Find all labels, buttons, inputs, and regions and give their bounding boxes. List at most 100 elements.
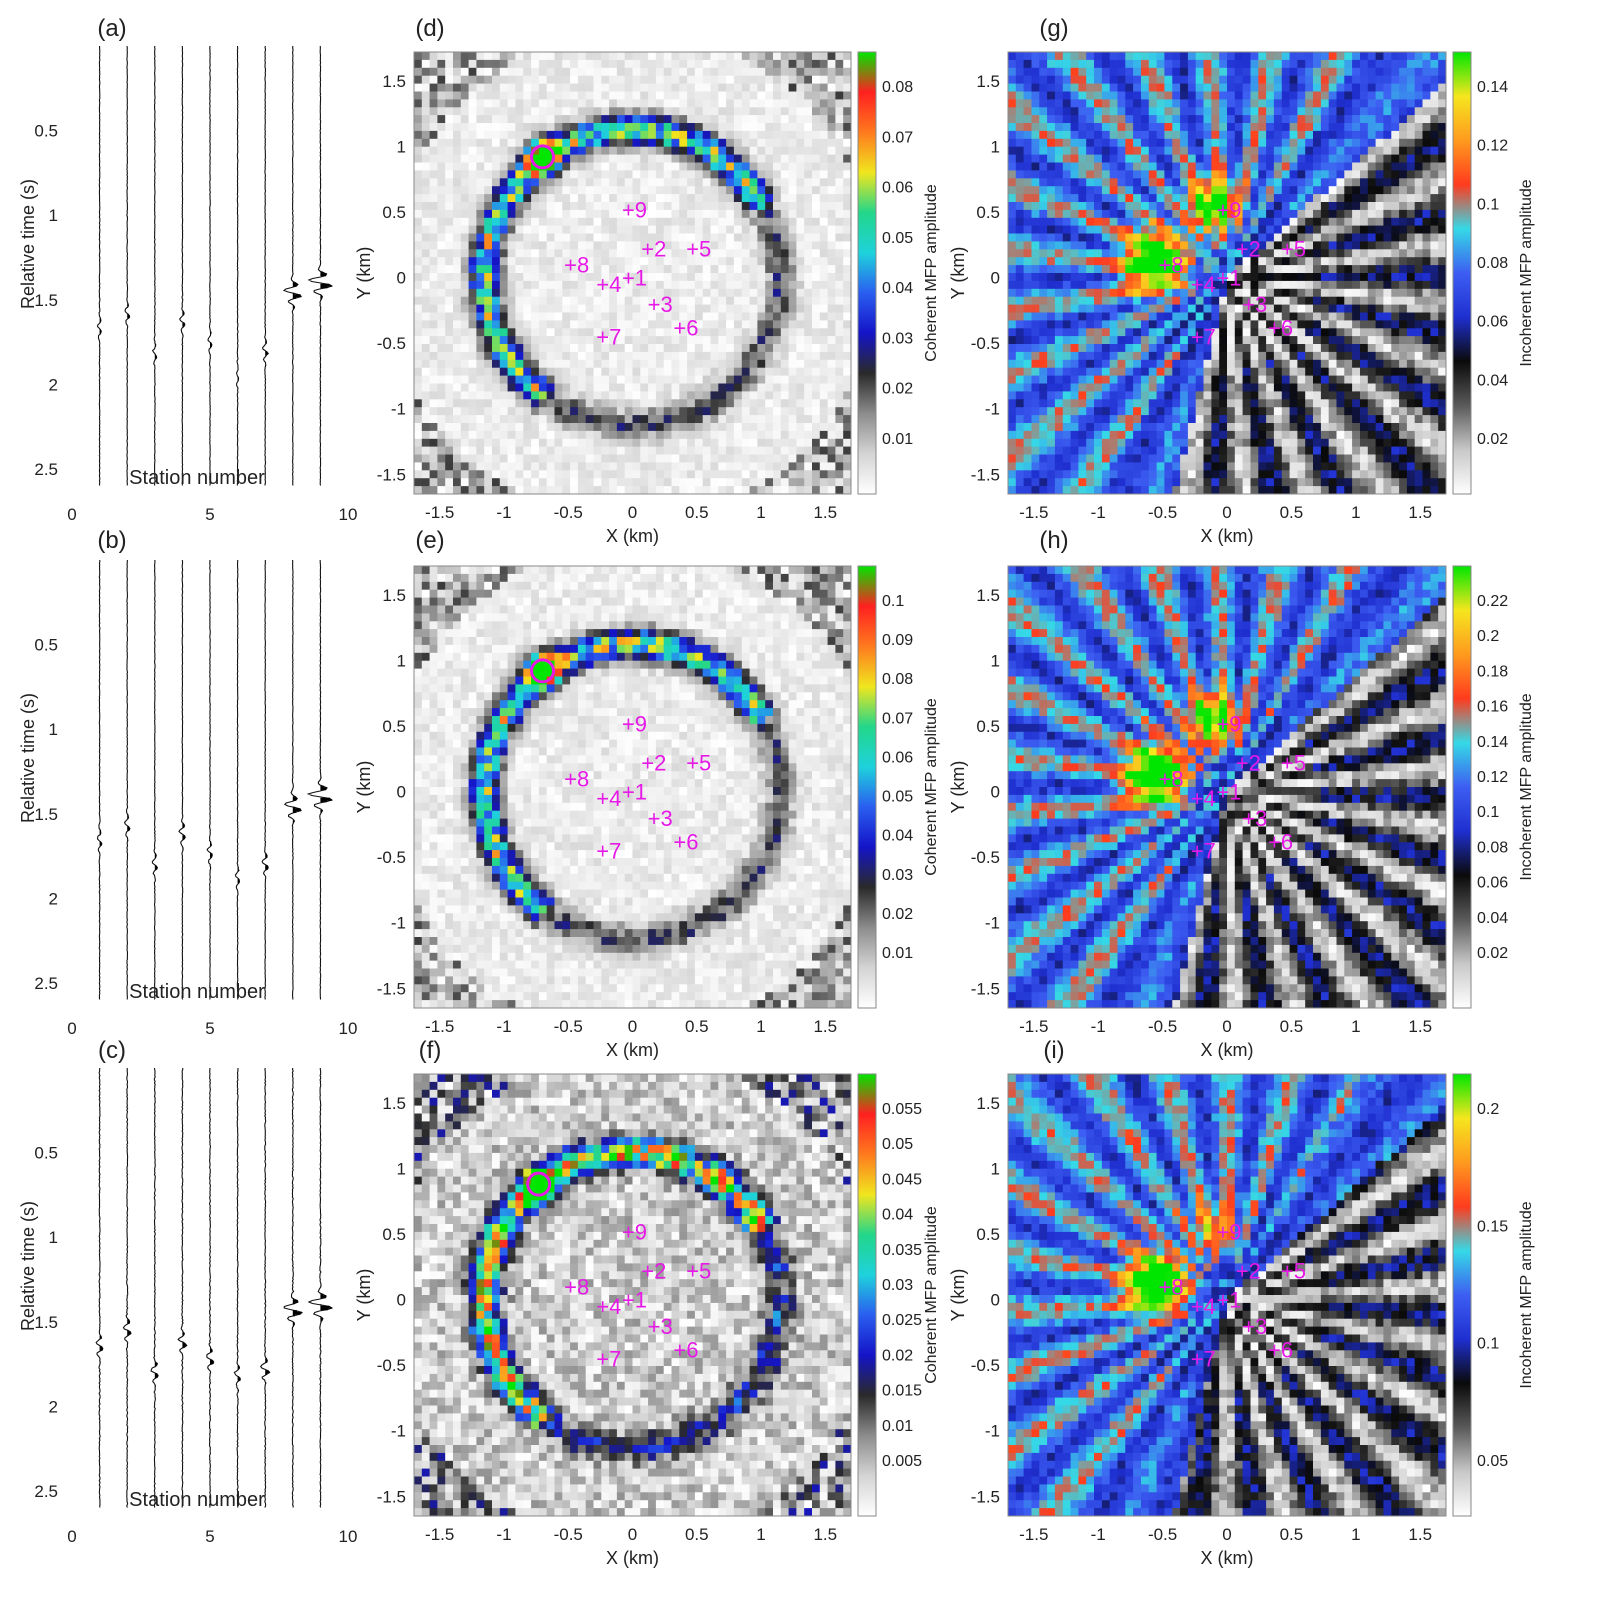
- heatmap-cell: [1039, 257, 1048, 266]
- heatmap-cell: [546, 91, 556, 100]
- heatmap-cell: [421, 59, 431, 69]
- heatmap-cell: [1023, 249, 1032, 258]
- heatmap-cell: [655, 257, 665, 266]
- heatmap-cell: [718, 344, 727, 353]
- heatmap-cell: [655, 162, 665, 171]
- heatmap-cell: [1008, 312, 1017, 321]
- heatmap-cell: [702, 91, 712, 100]
- heatmap-cell: [507, 123, 516, 132]
- heatmap-cell: [1164, 383, 1173, 392]
- heatmap-cell: [796, 288, 805, 298]
- heatmap-cell: [648, 107, 657, 116]
- heatmap-cell: [1141, 454, 1150, 463]
- heatmap-cell: [804, 304, 813, 314]
- heatmap-cell: [609, 241, 618, 250]
- heatmap-cell: [835, 202, 844, 211]
- heatmap-cell: [468, 320, 477, 329]
- heatmap-cell: [601, 399, 610, 408]
- heatmap-cell: [1031, 446, 1040, 456]
- heatmap-cell: [780, 312, 790, 321]
- heatmap-cell: [835, 399, 844, 408]
- heatmap-cell: [710, 351, 719, 361]
- heatmap-cell: [757, 359, 766, 369]
- heatmap-cell: [585, 446, 595, 456]
- heatmap-cell: [726, 446, 735, 456]
- x-tick-label: 1: [756, 503, 765, 522]
- heatmap-cell: [687, 367, 696, 377]
- heatmap-cell: [460, 423, 470, 432]
- heatmap-cell: [492, 170, 501, 179]
- heatmap-cell: [843, 194, 851, 203]
- heatmap-cell: [702, 162, 712, 171]
- heatmap-cell: [1172, 154, 1181, 164]
- heatmap-cell: [1031, 209, 1040, 219]
- trace-station-2: [124, 45, 131, 486]
- heatmap-cell: [499, 52, 509, 61]
- heatmap-cell: [1117, 75, 1126, 85]
- heatmap-cell: [1109, 296, 1119, 306]
- heatmap-cell: [515, 462, 524, 471]
- heatmap-cell: [1219, 375, 1228, 385]
- heatmap-cell: [1164, 312, 1173, 321]
- heatmap-cell: [804, 194, 813, 203]
- heatmap-cell: [570, 194, 579, 203]
- heatmap-cell: [749, 462, 758, 471]
- heatmap-cell: [1054, 438, 1064, 448]
- heatmap-cell: [515, 186, 524, 195]
- heatmap-cell: [640, 209, 649, 219]
- heatmap-cell: [1008, 202, 1017, 211]
- heatmap-cell: [773, 478, 782, 487]
- heatmap-cell: [1086, 438, 1095, 448]
- heatmap-cell: [593, 130, 602, 140]
- heatmap-cell: [694, 446, 704, 456]
- map-frame: [413, 51, 852, 495]
- heatmap-cell: [1211, 130, 1220, 140]
- heatmap-cell: [538, 486, 548, 494]
- heatmap-cell: [1180, 225, 1189, 235]
- heatmap-cell: [788, 407, 797, 416]
- heatmap-cell: [1203, 423, 1212, 432]
- heatmap-cell: [499, 99, 509, 108]
- heatmap-cell: [1234, 217, 1244, 227]
- heatmap-cell: [1211, 178, 1220, 187]
- heatmap-cell: [773, 462, 782, 471]
- heatmap-cell: [1070, 115, 1079, 124]
- heatmap-cell: [1101, 91, 1111, 100]
- heatmap-cell: [1133, 383, 1142, 392]
- heatmap-cell: [1195, 99, 1205, 108]
- heatmap-cell: [1180, 280, 1189, 290]
- heatmap-cell: [531, 478, 540, 487]
- heatmap-cell: [577, 359, 587, 369]
- heatmap-cell: [827, 194, 836, 203]
- heatmap-cell: [1187, 52, 1197, 61]
- heatmap-cell: [1219, 91, 1228, 100]
- heatmap-cell: [1133, 130, 1142, 140]
- heatmap-cell: [710, 170, 719, 179]
- heatmap-cell: [624, 217, 634, 227]
- heatmap-cell: [757, 462, 766, 471]
- heatmap-cell: [1172, 91, 1181, 100]
- heatmap-cell: [679, 407, 688, 416]
- heatmap-cell: [694, 178, 704, 187]
- heatmap-cell: [1047, 454, 1056, 463]
- heatmap-cell: [1101, 249, 1111, 258]
- heatmap-cell: [1023, 312, 1032, 321]
- heatmap-cell: [1187, 115, 1197, 124]
- heatmap-cell: [531, 265, 540, 274]
- heatmap-cell: [1094, 115, 1103, 124]
- heatmap-cell: [1078, 91, 1087, 100]
- heatmap-cell: [687, 383, 696, 392]
- heatmap-cell: [577, 367, 587, 377]
- heatmap-cell: [741, 178, 751, 187]
- heatmap-cell: [687, 375, 696, 385]
- heatmap-cell: [1062, 454, 1072, 463]
- heatmap-cell: [515, 430, 524, 440]
- heatmap-cell: [733, 225, 743, 235]
- heatmap-cell: [694, 407, 704, 416]
- heatmap-cell: [1133, 265, 1142, 274]
- heatmap-cell: [1054, 265, 1064, 274]
- heatmap-cell: [780, 209, 790, 219]
- heatmap-cell: [827, 359, 836, 369]
- heatmap-cell: [749, 454, 758, 463]
- heatmap-cell: [1031, 178, 1040, 187]
